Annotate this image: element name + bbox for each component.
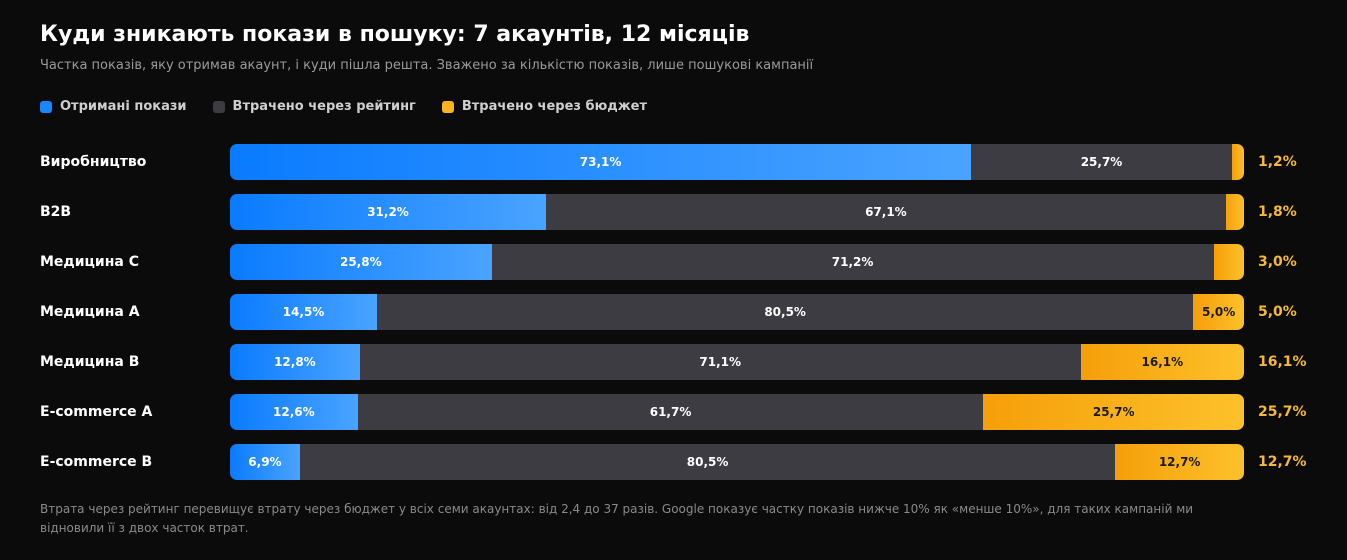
budget-loss-value: 12,7% (1258, 454, 1307, 470)
legend-label-budget: Втрачено через бюджет (461, 99, 647, 114)
bar-segment-rank: 67,1% (546, 194, 1226, 230)
stacked-bar: 73,1% 25,7% (230, 144, 1244, 180)
bar-row: Медицина А 14,5% 80,5% 5,0% 5,0% (40, 294, 1340, 330)
bar-segment-rank: 25,7% (971, 144, 1232, 180)
bar-segment-budget: 25,7% (983, 394, 1244, 430)
stacked-bar: 6,9% 80,5% 12,7% (230, 444, 1244, 480)
legend-label-rank: Втрачено через рейтинг (232, 99, 416, 114)
chart-title: Куди зникають покази в пошуку: 7 акаунті… (40, 22, 750, 47)
bar-row: E-commerce B 6,9% 80,5% 12,7% 12,7% (40, 444, 1340, 480)
segment-value-label: 16,1% (1141, 355, 1184, 369)
segment-value-label: 12,8% (274, 355, 316, 369)
legend-item-received: Отримані покази (40, 99, 187, 114)
bar-segment-received: 12,6% (230, 394, 358, 430)
budget-loss-value: 16,1% (1258, 354, 1307, 370)
bar-segment-rank: 80,5% (299, 444, 1116, 480)
stacked-bar-chart: Виробництво 73,1% 25,7% 1,2% B2B 31,2% 67,1% 1,… (40, 138, 1340, 486)
segment-value-label: 6,9% (248, 455, 282, 469)
budget-loss-value: 1,2% (1258, 154, 1297, 170)
category-label: E-commerce A (40, 404, 153, 420)
legend-label-received: Отримані покази (60, 99, 187, 114)
legend-item-budget: Втрачено через бюджет (441, 99, 647, 114)
stacked-bar: 12,6% 61,7% 25,7% (230, 394, 1244, 430)
bar-row: Виробництво 73,1% 25,7% 1,2% (40, 144, 1340, 180)
segment-value-label: 12,6% (273, 405, 315, 419)
bar-segment-received: 31,2% (230, 194, 547, 230)
stacked-bar: 25,8% 71,2% (230, 244, 1244, 280)
bar-segment-rank: 71,1% (359, 344, 1081, 380)
bar-segment-rank: 80,5% (377, 294, 1194, 330)
segment-value-label: 31,2% (367, 205, 409, 219)
category-label: Виробництво (40, 154, 147, 170)
segment-value-label: 25,8% (339, 255, 382, 269)
legend: Отримані покази Втрачено через рейтинг В… (40, 99, 647, 114)
bar-segment-budget: 5,0% (1193, 294, 1244, 330)
legend-swatch-budget (441, 100, 454, 113)
category-label: B2B (40, 204, 72, 220)
segment-value-label: 73,1% (579, 155, 622, 169)
segment-value-label: 25,7% (1080, 155, 1123, 169)
bar-segment-received: 12,8% (230, 344, 360, 380)
bar-segment-received: 73,1% (230, 144, 972, 180)
legend-swatch-rank (212, 100, 225, 113)
segment-value-label: 12,7% (1158, 455, 1201, 469)
bar-segment-received: 14,5% (230, 294, 378, 330)
budget-loss-value: 3,0% (1258, 254, 1297, 270)
budget-loss-value: 1,8% (1258, 204, 1297, 220)
bar-segment-received: 6,9% (230, 444, 300, 480)
bar-row: E-commerce A 12,6% 61,7% 25,7% 25,7% (40, 394, 1340, 430)
segment-value-label: 71,1% (699, 355, 742, 369)
bar-segment-budget (1231, 144, 1244, 180)
segment-value-label: 71,2% (831, 255, 874, 269)
category-label: Медицина А (40, 304, 140, 320)
chart-subtitle: Частка показів, яку отримав акаунт, і ку… (40, 58, 814, 73)
bar-segment-budget (1213, 244, 1244, 280)
bar-row: B2B 31,2% 67,1% 1,8% (40, 194, 1340, 230)
bar-segment-budget: 16,1% (1080, 344, 1244, 380)
segment-value-label: 67,1% (865, 205, 907, 219)
stacked-bar: 31,2% 67,1% (230, 194, 1244, 230)
budget-loss-value: 25,7% (1258, 404, 1307, 420)
bar-segment-received: 25,8% (230, 244, 492, 280)
segment-value-label: 14,5% (282, 305, 325, 319)
segment-value-label: 61,7% (649, 405, 692, 419)
category-label: Медицина В (40, 354, 140, 370)
segment-value-label: 25,7% (1092, 405, 1135, 419)
budget-loss-value: 5,0% (1258, 304, 1297, 320)
legend-item-rank: Втрачено через рейтинг (212, 99, 416, 114)
stacked-bar: 12,8% 71,1% 16,1% (230, 344, 1244, 380)
segment-value-label: 80,5% (764, 305, 806, 319)
stacked-bar: 14,5% 80,5% 5,0% (230, 294, 1244, 330)
segment-value-label: 5,0% (1201, 305, 1236, 319)
category-label: E-commerce B (40, 454, 153, 470)
bar-row: Медицина В 12,8% 71,1% 16,1% 16,1% (40, 344, 1340, 380)
chart-rows: Виробництво 73,1% 25,7% 1,2% B2B 31,2% 67,1% 1,… (40, 138, 1340, 486)
bar-segment-rank: 61,7% (357, 394, 984, 430)
bar-segment-rank: 71,2% (491, 244, 1214, 280)
segment-value-label: 80,5% (686, 455, 729, 469)
category-label: Медицина С (40, 254, 139, 270)
bar-segment-budget: 12,7% (1115, 444, 1244, 480)
legend-swatch-received (40, 100, 52, 113)
footnote: Втрата через рейтинг перевищує втрату че… (40, 502, 1194, 535)
bar-row: Медицина С 25,8% 71,2% 3,0% (40, 244, 1340, 280)
bar-segment-budget (1225, 194, 1244, 230)
